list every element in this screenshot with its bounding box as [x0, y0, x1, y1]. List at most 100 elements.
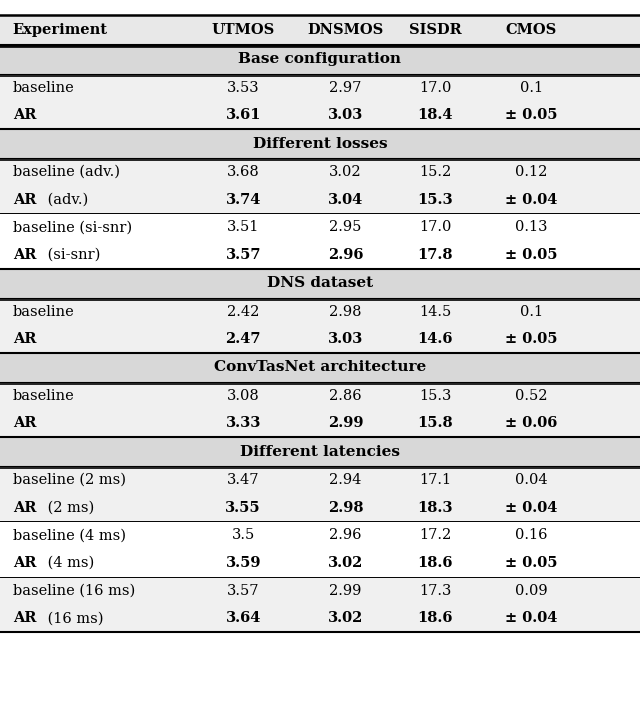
FancyBboxPatch shape	[0, 437, 640, 466]
Text: 3.68: 3.68	[227, 165, 260, 179]
Text: Different losses: Different losses	[253, 137, 387, 150]
Text: 0.13: 0.13	[515, 220, 547, 234]
Text: baseline: baseline	[13, 389, 74, 403]
Text: AR: AR	[13, 611, 36, 625]
Text: AR: AR	[13, 248, 36, 262]
Text: 0.04: 0.04	[515, 473, 547, 487]
Text: 17.8: 17.8	[417, 248, 453, 262]
Text: 18.4: 18.4	[417, 108, 453, 122]
FancyBboxPatch shape	[0, 577, 640, 632]
Text: 3.47: 3.47	[227, 473, 259, 487]
FancyBboxPatch shape	[0, 382, 640, 437]
Text: ± 0.06: ± 0.06	[505, 417, 557, 430]
FancyBboxPatch shape	[0, 45, 640, 74]
Text: 3.57: 3.57	[225, 248, 261, 262]
Text: 2.47: 2.47	[225, 332, 261, 346]
Text: 3.51: 3.51	[227, 220, 259, 234]
Text: 2.98: 2.98	[328, 501, 364, 515]
Text: AR: AR	[13, 417, 36, 430]
Text: 0.1: 0.1	[520, 81, 543, 95]
Text: 15.3: 15.3	[417, 193, 453, 206]
Text: 0.52: 0.52	[515, 389, 547, 403]
FancyBboxPatch shape	[0, 298, 640, 353]
Text: ± 0.05: ± 0.05	[505, 108, 557, 122]
Text: baseline: baseline	[13, 81, 74, 95]
Text: 3.02: 3.02	[330, 165, 362, 179]
Text: 3.64: 3.64	[225, 611, 261, 625]
Text: 2.95: 2.95	[330, 220, 362, 234]
Text: 14.6: 14.6	[417, 332, 453, 346]
Text: 3.59: 3.59	[225, 556, 261, 570]
Text: 3.57: 3.57	[227, 584, 259, 598]
Text: baseline (16 ms): baseline (16 ms)	[13, 584, 135, 598]
Text: (2 ms): (2 ms)	[43, 501, 94, 515]
Text: AR: AR	[13, 501, 36, 515]
Text: ± 0.05: ± 0.05	[505, 248, 557, 262]
Text: DNS dataset: DNS dataset	[267, 276, 373, 290]
Text: 2.99: 2.99	[328, 417, 364, 430]
Text: 2.99: 2.99	[330, 584, 362, 598]
Text: 3.33: 3.33	[225, 417, 261, 430]
Text: baseline (4 ms): baseline (4 ms)	[13, 529, 126, 542]
Text: 0.16: 0.16	[515, 529, 547, 542]
Text: 17.0: 17.0	[419, 220, 451, 234]
Text: baseline (adv.): baseline (adv.)	[13, 165, 120, 179]
Text: 17.2: 17.2	[419, 529, 451, 542]
Text: 15.3: 15.3	[419, 389, 451, 403]
Text: (16 ms): (16 ms)	[43, 611, 104, 625]
Text: AR: AR	[13, 556, 36, 570]
FancyBboxPatch shape	[0, 158, 640, 214]
FancyBboxPatch shape	[0, 269, 640, 298]
FancyBboxPatch shape	[0, 214, 640, 269]
Text: AR: AR	[13, 332, 36, 346]
Text: CMOS: CMOS	[506, 23, 557, 37]
Text: 14.5: 14.5	[419, 305, 451, 318]
FancyBboxPatch shape	[0, 466, 640, 521]
Text: 18.6: 18.6	[417, 611, 453, 625]
Text: UTMOS: UTMOS	[212, 23, 275, 37]
Text: baseline: baseline	[13, 305, 74, 318]
Text: 2.86: 2.86	[330, 389, 362, 403]
Text: ± 0.05: ± 0.05	[505, 332, 557, 346]
Text: (4 ms): (4 ms)	[43, 556, 94, 570]
Text: 2.94: 2.94	[330, 473, 362, 487]
Text: 2.96: 2.96	[330, 529, 362, 542]
Text: 17.0: 17.0	[419, 81, 451, 95]
Text: 2.42: 2.42	[227, 305, 259, 318]
Text: Base configuration: Base configuration	[239, 52, 401, 66]
Text: 0.12: 0.12	[515, 165, 547, 179]
FancyBboxPatch shape	[0, 15, 640, 45]
Text: 3.5: 3.5	[232, 529, 255, 542]
Text: 3.03: 3.03	[328, 108, 364, 122]
Text: Different latencies: Different latencies	[240, 445, 400, 459]
Text: 3.03: 3.03	[328, 332, 364, 346]
Text: (si-snr): (si-snr)	[43, 248, 100, 262]
Text: 0.1: 0.1	[520, 305, 543, 318]
Text: 3.53: 3.53	[227, 81, 259, 95]
Text: DNSMOS: DNSMOS	[307, 23, 384, 37]
Text: Experiment: Experiment	[13, 23, 108, 37]
Text: 3.02: 3.02	[328, 611, 364, 625]
Text: baseline (2 ms): baseline (2 ms)	[13, 473, 126, 487]
Text: ± 0.05: ± 0.05	[505, 556, 557, 570]
FancyBboxPatch shape	[0, 353, 640, 382]
Text: AR: AR	[13, 193, 36, 206]
Text: SISDR: SISDR	[409, 23, 461, 37]
Text: 3.61: 3.61	[225, 108, 261, 122]
FancyBboxPatch shape	[0, 129, 640, 158]
Text: 3.08: 3.08	[227, 389, 260, 403]
Text: 2.96: 2.96	[328, 248, 364, 262]
Text: ± 0.04: ± 0.04	[505, 501, 557, 515]
Text: 15.2: 15.2	[419, 165, 451, 179]
Text: ConvTasNet architecture: ConvTasNet architecture	[214, 361, 426, 374]
Text: 2.97: 2.97	[330, 81, 362, 95]
Text: 3.04: 3.04	[328, 193, 364, 206]
Text: 2.98: 2.98	[330, 305, 362, 318]
Text: 3.02: 3.02	[328, 556, 364, 570]
Text: 3.74: 3.74	[225, 193, 261, 206]
Text: 15.8: 15.8	[417, 417, 453, 430]
Text: 3.55: 3.55	[225, 501, 261, 515]
Text: AR: AR	[13, 108, 36, 122]
FancyBboxPatch shape	[0, 74, 640, 129]
Text: (adv.): (adv.)	[43, 193, 88, 206]
